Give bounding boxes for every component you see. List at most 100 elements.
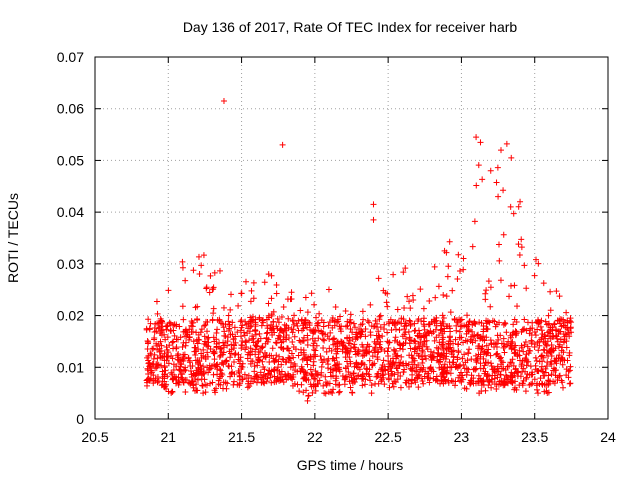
data-point (493, 386, 500, 393)
data-point (386, 320, 393, 327)
data-point (323, 348, 330, 355)
data-point (383, 299, 390, 306)
data-point (423, 355, 430, 362)
data-point (214, 361, 221, 368)
data-point (526, 330, 533, 337)
data-point (275, 332, 282, 339)
data-point (182, 388, 189, 395)
data-point (310, 362, 317, 369)
data-point (264, 329, 271, 336)
data-point (145, 370, 152, 377)
data-point (471, 332, 478, 339)
data-point (345, 369, 352, 376)
data-point (506, 293, 513, 300)
data-point (524, 358, 531, 365)
data-point (387, 316, 394, 323)
data-point (419, 342, 426, 349)
data-point (202, 322, 209, 329)
data-point (369, 362, 376, 369)
data-point (354, 334, 361, 341)
data-point (220, 385, 227, 392)
data-point (558, 347, 565, 354)
data-point (411, 361, 418, 368)
data-point (484, 326, 491, 333)
data-point (475, 351, 482, 358)
data-point (285, 335, 292, 342)
data-point (535, 319, 542, 326)
data-point (344, 350, 351, 357)
data-point (224, 380, 231, 387)
data-point (298, 381, 305, 388)
data-point (384, 348, 391, 355)
data-point (150, 355, 157, 362)
data-point (404, 293, 411, 300)
data-point (553, 327, 560, 334)
data-point (566, 380, 573, 387)
data-point (238, 290, 245, 297)
data-point (487, 284, 494, 291)
data-point (220, 379, 227, 386)
data-point (179, 258, 186, 265)
x-axis-label: GPS time / hours (297, 457, 404, 473)
data-point (567, 315, 574, 322)
data-point (143, 325, 150, 332)
data-point (144, 345, 151, 352)
data-point (518, 362, 525, 369)
plot-frame (94, 56, 609, 420)
data-point (425, 370, 432, 377)
data-point (220, 342, 227, 349)
x-tick-label: 23 (454, 429, 470, 445)
data-point (495, 368, 502, 375)
data-point (285, 315, 292, 322)
data-point (534, 326, 541, 333)
data-point (331, 362, 338, 369)
data-point (501, 343, 508, 350)
data-point (229, 369, 236, 376)
data-point (237, 318, 244, 325)
data-point (385, 353, 392, 360)
data-point (482, 290, 489, 297)
data-point (310, 340, 317, 347)
data-point (167, 320, 174, 327)
data-point (193, 381, 200, 388)
data-point (507, 334, 514, 341)
data-point (481, 362, 488, 369)
data-point (543, 349, 550, 356)
data-point (239, 376, 246, 383)
data-point (482, 368, 489, 375)
data-point (216, 267, 223, 274)
data-point (466, 318, 473, 325)
data-point (469, 321, 476, 328)
data-point (250, 295, 257, 302)
data-point (501, 349, 508, 356)
data-point (533, 357, 540, 364)
data-point (253, 379, 260, 386)
data-point (437, 352, 444, 359)
data-point (353, 333, 360, 340)
data-point (264, 338, 271, 345)
data-point (538, 363, 545, 370)
data-point (413, 368, 420, 375)
data-point (562, 331, 569, 338)
data-point (553, 288, 560, 295)
data-point (347, 311, 354, 318)
data-point (543, 342, 550, 349)
data-point (561, 336, 568, 343)
data-point (186, 334, 193, 341)
data-point (392, 334, 399, 341)
data-point (399, 333, 406, 340)
data-point (255, 357, 262, 364)
data-point (367, 377, 374, 384)
data-point (455, 348, 462, 355)
data-point (450, 354, 457, 361)
data-point (443, 293, 450, 300)
data-point (384, 303, 391, 310)
data-point (259, 343, 266, 350)
data-point (463, 385, 470, 392)
data-point (512, 331, 519, 338)
data-point (231, 324, 238, 331)
axis-ticks (94, 56, 609, 420)
data-point (225, 318, 232, 325)
data-point (220, 304, 227, 311)
data-point (346, 337, 353, 344)
